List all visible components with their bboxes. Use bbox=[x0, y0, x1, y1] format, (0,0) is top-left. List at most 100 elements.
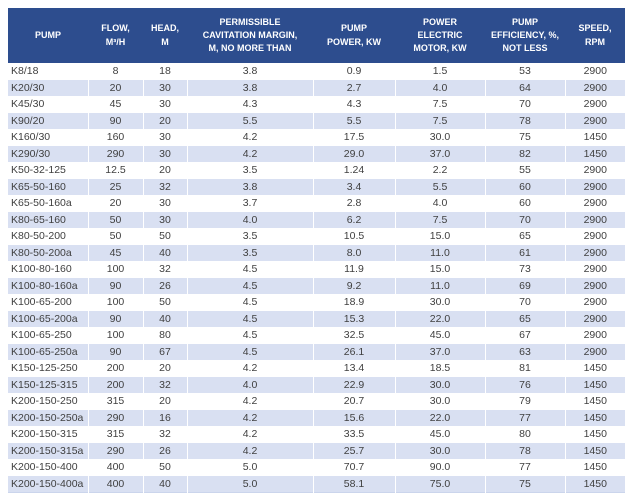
table-row: K50-32-125 12.5 20 3.5 1.24 2.2 55 2900 bbox=[8, 162, 625, 179]
cell-head: 40 bbox=[143, 310, 188, 327]
cell-pump-power: 29.0 bbox=[313, 145, 396, 162]
cell-cavitation: 4.5 bbox=[187, 327, 314, 344]
cell-head: 50 bbox=[143, 294, 188, 311]
cell-head: 26 bbox=[143, 277, 188, 294]
cell-flow: 100 bbox=[88, 327, 144, 344]
cell-speed: 2900 bbox=[565, 310, 625, 327]
cell-cavitation: 3.8 bbox=[187, 63, 314, 80]
cell-efficiency: 75 bbox=[485, 475, 566, 493]
cell-pump-power: 5.5 bbox=[313, 112, 396, 129]
cell-pump-power: 13.4 bbox=[313, 360, 396, 377]
cell-flow: 100 bbox=[88, 261, 144, 278]
cell-cavitation: 4.5 bbox=[187, 277, 314, 294]
cell-pump-power: 20.7 bbox=[313, 393, 396, 410]
cell-motor-power: 7.5 bbox=[395, 211, 486, 228]
cell-efficiency: 78 bbox=[485, 112, 566, 129]
cell-efficiency: 65 bbox=[485, 310, 566, 327]
cell-pump-power: 58.1 bbox=[313, 475, 396, 493]
table-row: K20/30 20 30 3.8 2.7 4.0 64 2900 bbox=[8, 79, 625, 96]
table-header: PUMP FLOW, M³/H HEAD, M PERMISSIBLE CAVI… bbox=[8, 8, 625, 63]
cell-pump: K290/30 bbox=[8, 145, 89, 162]
cell-efficiency: 81 bbox=[485, 360, 566, 377]
cell-efficiency: 75 bbox=[485, 129, 566, 146]
cell-cavitation: 4.5 bbox=[187, 261, 314, 278]
table-row: K80-50-200 50 50 3.5 10.5 15.0 65 2900 bbox=[8, 228, 625, 245]
cell-efficiency: 67 bbox=[485, 327, 566, 344]
cell-head: 30 bbox=[143, 79, 188, 96]
cell-cavitation: 3.7 bbox=[187, 195, 314, 212]
col-header-pump: PUMP bbox=[8, 8, 88, 63]
col-header-flow: FLOW, M³/H bbox=[88, 8, 143, 63]
cell-cavitation: 4.5 bbox=[187, 343, 314, 360]
cell-cavitation: 4.2 bbox=[187, 129, 314, 146]
cell-flow: 50 bbox=[88, 228, 144, 245]
col-header-efficiency: PUMP EFFICIENCY, %, NOT LESS bbox=[485, 8, 565, 63]
cell-pump-power: 17.5 bbox=[313, 129, 396, 146]
cell-head: 30 bbox=[143, 96, 188, 113]
cell-pump-power: 26.1 bbox=[313, 343, 396, 360]
cell-efficiency: 70 bbox=[485, 211, 566, 228]
cell-flow: 200 bbox=[88, 360, 144, 377]
cell-efficiency: 70 bbox=[485, 96, 566, 113]
cell-cavitation: 4.2 bbox=[187, 360, 314, 377]
cell-flow: 290 bbox=[88, 145, 144, 162]
cell-efficiency: 53 bbox=[485, 63, 566, 80]
cell-efficiency: 80 bbox=[485, 426, 566, 443]
cell-flow: 45 bbox=[88, 96, 144, 113]
cell-flow: 8 bbox=[88, 63, 144, 80]
cell-motor-power: 75.0 bbox=[395, 475, 486, 493]
cell-flow: 290 bbox=[88, 442, 144, 459]
table-body: K8/18 8 18 3.8 0.9 1.5 53 2900 K20/30 20 30 3.8 2.7 4… bbox=[8, 63, 625, 493]
cell-speed: 2900 bbox=[565, 96, 625, 113]
cell-motor-power: 45.0 bbox=[395, 327, 486, 344]
cell-head: 50 bbox=[143, 459, 188, 476]
cell-cavitation: 4.2 bbox=[187, 145, 314, 162]
cell-pump-power: 9.2 bbox=[313, 277, 396, 294]
cell-cavitation: 3.8 bbox=[187, 79, 314, 96]
cell-head: 30 bbox=[143, 195, 188, 212]
cell-efficiency: 77 bbox=[485, 409, 566, 426]
cell-head: 26 bbox=[143, 442, 188, 459]
cell-head: 30 bbox=[143, 211, 188, 228]
cell-efficiency: 61 bbox=[485, 244, 566, 261]
cell-efficiency: 79 bbox=[485, 393, 566, 410]
cell-flow: 400 bbox=[88, 459, 144, 476]
cell-motor-power: 4.0 bbox=[395, 195, 486, 212]
cell-head: 32 bbox=[143, 376, 188, 393]
cell-speed: 2900 bbox=[565, 211, 625, 228]
table-row: K100-80-160 100 32 4.5 11.9 15.0 73 2900 bbox=[8, 261, 625, 278]
table-row: K100-65-250 100 80 4.5 32.5 45.0 67 2900 bbox=[8, 327, 625, 344]
cell-pump-power: 2.8 bbox=[313, 195, 396, 212]
cell-speed: 2900 bbox=[565, 228, 625, 245]
cell-head: 20 bbox=[143, 360, 188, 377]
cell-pump: K200-150-400 bbox=[8, 459, 89, 476]
cell-cavitation: 4.0 bbox=[187, 211, 314, 228]
cell-flow: 400 bbox=[88, 475, 144, 493]
cell-pump: K90/20 bbox=[8, 112, 89, 129]
table-row: K65-50-160 25 32 3.8 3.4 5.5 60 2900 bbox=[8, 178, 625, 195]
cell-pump-power: 32.5 bbox=[313, 327, 396, 344]
pump-spec-table: PUMP FLOW, M³/H HEAD, M PERMISSIBLE CAVI… bbox=[8, 8, 625, 493]
table-row: K100-65-200 100 50 4.5 18.9 30.0 70 2900 bbox=[8, 294, 625, 311]
cell-flow: 20 bbox=[88, 195, 144, 212]
cell-speed: 1450 bbox=[565, 442, 625, 459]
cell-efficiency: 73 bbox=[485, 261, 566, 278]
col-header-speed: SPEED, RPM bbox=[565, 8, 625, 63]
cell-flow: 290 bbox=[88, 409, 144, 426]
cell-efficiency: 65 bbox=[485, 228, 566, 245]
cell-pump-power: 70.7 bbox=[313, 459, 396, 476]
cell-flow: 315 bbox=[88, 426, 144, 443]
cell-pump: K20/30 bbox=[8, 79, 89, 96]
cell-flow: 90 bbox=[88, 112, 144, 129]
cell-speed: 1450 bbox=[565, 409, 625, 426]
cell-speed: 1450 bbox=[565, 145, 625, 162]
cell-cavitation: 5.0 bbox=[187, 459, 314, 476]
cell-speed: 1450 bbox=[565, 475, 625, 493]
cell-speed: 1450 bbox=[565, 459, 625, 476]
cell-efficiency: 78 bbox=[485, 442, 566, 459]
cell-pump: K100-65-250a bbox=[8, 343, 89, 360]
cell-cavitation: 4.2 bbox=[187, 393, 314, 410]
cell-efficiency: 60 bbox=[485, 195, 566, 212]
cell-cavitation: 4.5 bbox=[187, 310, 314, 327]
